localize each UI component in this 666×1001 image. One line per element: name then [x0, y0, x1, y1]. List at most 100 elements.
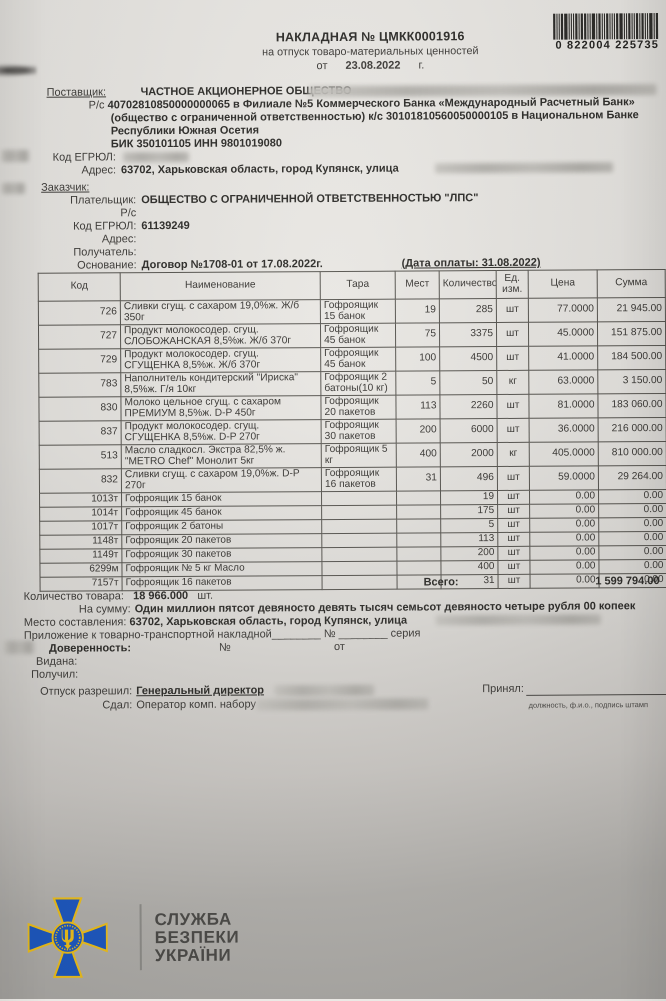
handed-label: Сдал:	[102, 699, 133, 712]
table-cell: шт	[497, 546, 530, 561]
table-cell: Гофроящик 5 кг	[321, 443, 397, 468]
barcode-number: 0 822004 225735	[555, 39, 660, 52]
table-cell: 41.0000	[528, 345, 598, 371]
table-cell	[321, 561, 398, 576]
table-cell: 0.00	[529, 531, 599, 547]
table-cell: 837	[39, 420, 122, 446]
table-cell: 183 060.00	[597, 393, 666, 418]
table-cell: Продукт молокосодер. сгущ. СЛОБОЖАНСКАЯ …	[120, 323, 321, 349]
table-cell: кг	[497, 442, 530, 467]
table-cell	[396, 504, 441, 520]
table-cell: 727	[38, 324, 121, 350]
table-cell: шт	[498, 574, 531, 589]
release-label: Отпуск разрешил:	[40, 685, 133, 698]
table-cell: 45.0000	[528, 321, 598, 347]
customer-account-label: Р/с	[120, 207, 137, 220]
table-cell	[396, 518, 441, 534]
table-cell: 200	[396, 418, 441, 444]
table-cell: Гофроящик 16 пакетов	[321, 467, 397, 492]
redaction-blur	[1, 182, 26, 195]
sbu-cross-icon	[27, 897, 109, 978]
table-cell: 6000	[440, 418, 498, 443]
handed-value: Оператор комп. набору	[136, 698, 256, 712]
supplier-label: Поставщик:	[46, 86, 107, 99]
redaction-blur	[274, 684, 375, 697]
table-cell: 729	[38, 348, 121, 374]
table-cell: Гофроящик 20 пакетов	[121, 533, 322, 549]
table-cell: 1149т	[39, 548, 122, 564]
table-cell: шт	[497, 560, 531, 575]
customer-label: Заказчик:	[41, 181, 90, 194]
date-prefix: от	[316, 60, 328, 73]
table-cell: шт	[497, 532, 530, 547]
table-header-cell: Тара	[320, 271, 396, 300]
table-cell: Продукт молокосодер. сгущ. СГУЩЕНКА 8,5%…	[121, 419, 322, 445]
accepted-signature-line	[526, 693, 666, 697]
power-from: от	[333, 640, 345, 654]
table-cell: шт	[497, 418, 530, 443]
table-cell: 0.00	[529, 559, 600, 575]
table-cell: 783	[38, 372, 121, 398]
table-cell: 0.00	[529, 503, 599, 519]
table-header-cell: Цена	[528, 269, 598, 299]
table-cell: 0.00	[529, 489, 599, 505]
document-subtitle: на отпуск товаро-материальных ценностей	[262, 45, 479, 59]
accepted-note: должность, ф.и.о., подпись штамп	[528, 700, 649, 710]
supplier-address: 63702, Харьковская область, город Купянс…	[120, 162, 399, 177]
table-cell: Масло сладкосл. Экстра 82,5% ж. "METRO C…	[121, 443, 322, 469]
table-cell: шт	[496, 346, 529, 371]
table-cell: 0.00	[529, 545, 599, 561]
table-cell: 400	[396, 442, 441, 468]
table-header-cell: Сумма	[597, 269, 666, 298]
table-header-cell: Код	[38, 272, 121, 302]
sbu-org-line: СЛУЖБА	[154, 909, 232, 930]
redaction-blur	[434, 162, 614, 174]
table-cell	[396, 560, 442, 576]
table-header-cell: Наименование	[120, 271, 321, 301]
table-cell: 0.00	[598, 545, 666, 560]
redaction-blur	[435, 614, 601, 626]
document-header: НАКЛАДНАЯ № ЦМКК0001916 на отпуск товаро…	[180, 29, 560, 73]
table-cell: 1017т	[39, 520, 122, 536]
table-cell: 59.0000	[529, 465, 599, 491]
table-header-cell: Мест	[395, 270, 440, 300]
sum-label: На сумму:	[78, 603, 131, 616]
total-label: Всего:	[423, 576, 459, 589]
table-cell: 113	[395, 394, 441, 420]
receiver-label: Получатель:	[73, 246, 137, 259]
table-cell: Гофроящик 45 банок	[320, 323, 396, 348]
table-cell: шт	[496, 298, 529, 323]
table-cell: 0.00	[598, 559, 666, 574]
total-value: 1 599 794.00	[595, 575, 660, 588]
table-cell: Гофроящик 30 пакетов	[321, 419, 397, 444]
table-cell: кг	[496, 370, 529, 395]
items-body: 726 Сливки сгущ. с сахаром 19,0%ж. Ж/б 35…	[38, 297, 666, 592]
received-label: Получил:	[31, 668, 79, 681]
table-cell: 200	[440, 546, 498, 561]
table-cell: Гофроящик 16 пакетов	[122, 575, 323, 591]
table-cell: Гофроящик 2 батоны	[121, 519, 322, 535]
table-cell: 1148т	[39, 534, 122, 550]
table-cell	[321, 505, 397, 520]
accepted-label: Принял:	[482, 682, 524, 696]
redaction-blur	[0, 149, 29, 163]
table-cell: 832	[39, 468, 122, 494]
customer-address-label: Адрес:	[101, 233, 137, 246]
table-cell	[321, 519, 397, 534]
table-cell: шт	[496, 322, 529, 347]
sbu-org-line: УКРАЇНИ	[154, 945, 232, 966]
sbu-watermark: СЛУЖБА БЕЗПЕКИ УКРАЇНИ	[27, 894, 258, 987]
items-table: Код Наименование Тара Мест Количество Ед. изм…	[38, 269, 666, 592]
table-cell: 405.0000	[529, 441, 599, 467]
table-cell: 0.00	[529, 517, 599, 533]
supplier-account-line3: Республики Южная Осетия	[110, 124, 260, 138]
supplier-bik-inn: БИК 350101105 ИНН 9801019080	[110, 137, 283, 151]
redaction-blur	[308, 84, 657, 98]
payment-date: (Дата оплаты: 31.08.2022)	[401, 256, 541, 270]
table-cell: 63.0000	[528, 369, 598, 395]
table-cell: 3 150.00	[597, 369, 666, 394]
table-cell: Сливки сгущ. с сахаром 19,0%ж. D-P 270г	[121, 467, 322, 493]
table-cell: шт	[497, 504, 530, 519]
table-cell: шт	[496, 394, 530, 419]
redaction-blur	[256, 698, 429, 711]
